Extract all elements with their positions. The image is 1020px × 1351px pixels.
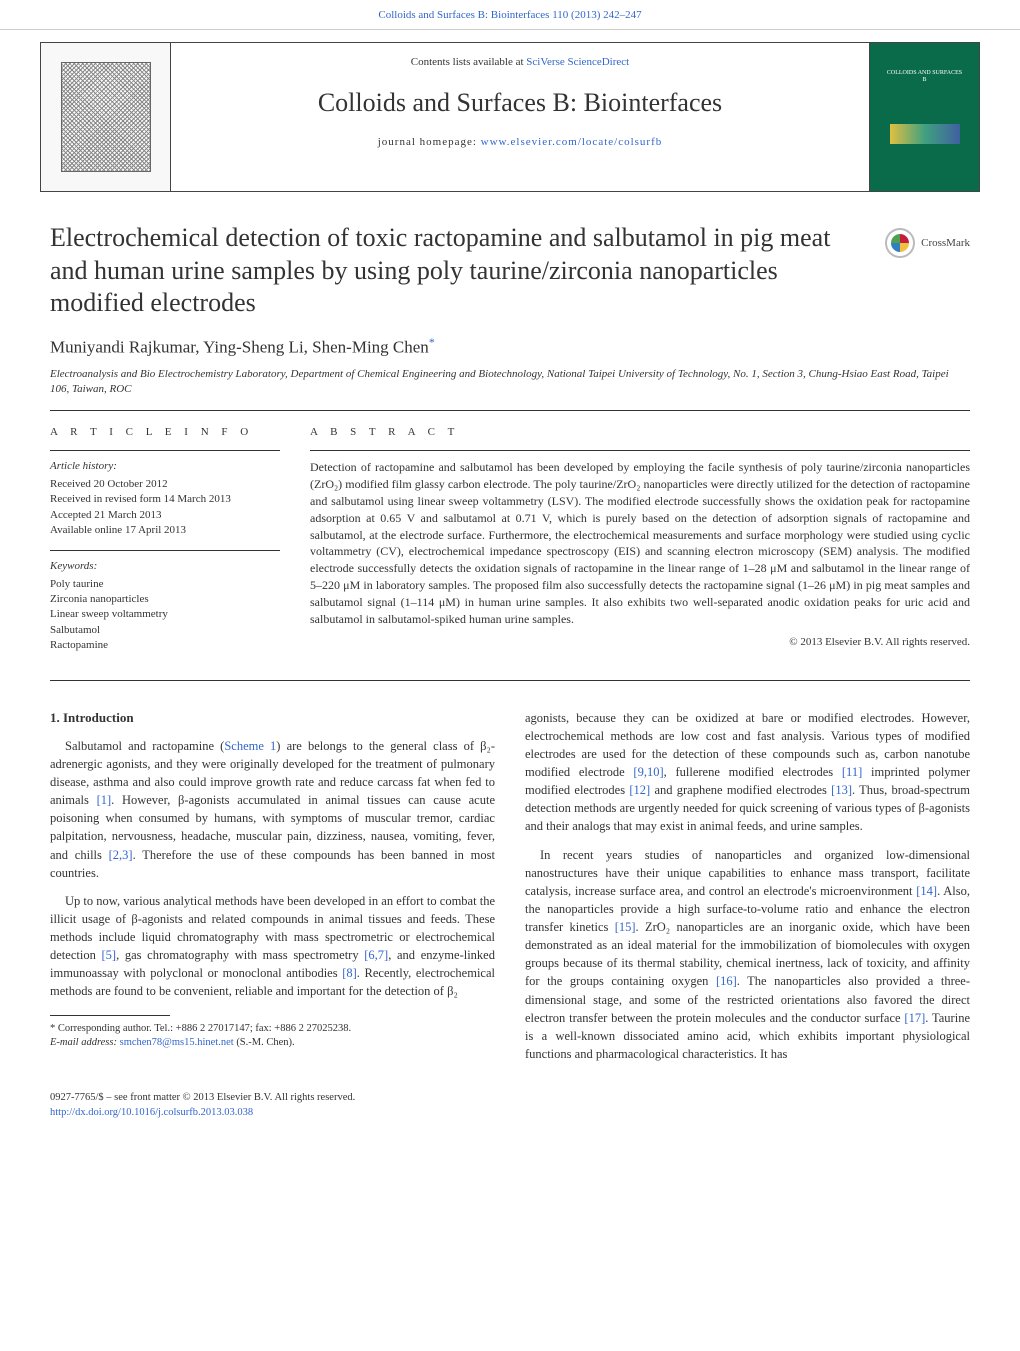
body-paragraph: In recent years studies of nanoparticles…	[525, 846, 970, 1064]
abstract-column: a b s t r a c t Detection of ractopamine…	[310, 425, 970, 666]
corresponding-author-footnote: * Corresponding author. Tel.: +886 2 270…	[50, 1022, 495, 1051]
footer-block: 0927-7765/$ – see front matter © 2013 El…	[50, 1091, 970, 1120]
history-heading: Article history:	[50, 459, 280, 474]
ref-link[interactable]: [17]	[904, 1011, 925, 1025]
history-online: Available online 17 April 2013	[50, 523, 280, 538]
corr-email-link[interactable]: smchen78@ms15.hinet.net	[120, 1037, 234, 1048]
journal-citation-link[interactable]: Colloids and Surfaces B: Biointerfaces 1…	[378, 9, 641, 21]
corr-email-line: E-mail address: smchen78@ms15.hinet.net …	[50, 1036, 495, 1051]
publisher-logo-cell	[41, 43, 171, 191]
author-list: Muniyandi Rajkumar, Ying-Sheng Li, Shen-…	[50, 334, 970, 359]
ref-link[interactable]: [11]	[842, 765, 862, 779]
crossmark-icon	[885, 228, 915, 258]
ref-link[interactable]: [2,3]	[109, 848, 133, 862]
journal-cover-thumb: COLLOIDS AND SURFACES B	[885, 62, 965, 172]
journal-cover-cell: COLLOIDS AND SURFACES B	[869, 43, 979, 191]
ref-link[interactable]: [14]	[916, 884, 937, 898]
journal-name: Colloids and Surfaces B: Biointerfaces	[181, 85, 859, 121]
ref-link[interactable]: [1]	[97, 793, 112, 807]
footnote-separator	[50, 1015, 170, 1016]
abstract-divider	[310, 450, 970, 451]
ref-link[interactable]: [16]	[716, 974, 737, 988]
ref-link[interactable]: [8]	[342, 966, 357, 980]
history-revised: Received in revised form 14 March 2013	[50, 492, 280, 507]
ref-link[interactable]: [15]	[615, 920, 636, 934]
keywords-heading: Keywords:	[50, 559, 280, 574]
author-names: Muniyandi Rajkumar, Ying-Sheng Li, Shen-…	[50, 338, 429, 357]
article-info-heading: a r t i c l e i n f o	[50, 425, 280, 440]
cover-stripe-graphic	[890, 124, 960, 144]
divider-bottom	[50, 680, 970, 681]
corresponding-author-mark[interactable]: *	[429, 335, 435, 349]
crossmark-label: CrossMark	[921, 236, 970, 251]
keywords-block: Keywords: Poly taurine Zirconia nanopart…	[50, 559, 280, 653]
history-received: Received 20 October 2012	[50, 477, 280, 492]
body-right-column: agonists, because they can be oxidized a…	[525, 709, 970, 1073]
author-affiliation: Electroanalysis and Bio Electrochemistry…	[50, 367, 970, 396]
doi-link[interactable]: http://dx.doi.org/10.1016/j.colsurfb.201…	[50, 1107, 253, 1118]
ref-link[interactable]: [12]	[629, 783, 650, 797]
email-label: E-mail address:	[50, 1037, 120, 1048]
sciencedirect-link[interactable]: SciVerse ScienceDirect	[526, 56, 629, 68]
article-title: Electrochemical detection of toxic racto…	[50, 222, 885, 320]
keyword-item: Ractopamine	[50, 638, 280, 653]
cover-title-text: COLLOIDS AND SURFACES B	[885, 70, 965, 83]
section-1-heading: 1. Introduction	[50, 709, 495, 727]
info-abstract-row: a r t i c l e i n f o Article history: R…	[50, 425, 970, 666]
body-two-column: 1. Introduction Salbutamol and ractopami…	[50, 709, 970, 1073]
ref-link[interactable]: [5]	[101, 948, 116, 962]
article-info-column: a r t i c l e i n f o Article history: R…	[50, 425, 280, 666]
body-paragraph: agonists, because they can be oxidized a…	[525, 709, 970, 836]
contents-prefix: Contents lists available at	[411, 56, 526, 68]
scheme-link[interactable]: Scheme 1	[224, 739, 276, 753]
divider-top	[50, 410, 970, 411]
journal-masthead: Contents lists available at SciVerse Sci…	[40, 42, 980, 192]
body-paragraph: Salbutamol and ractopamine (Scheme 1) ar…	[50, 737, 495, 882]
ref-link[interactable]: [6,7]	[364, 948, 388, 962]
body-paragraph: Up to now, various analytical methods ha…	[50, 892, 495, 1001]
corr-contact-line: * Corresponding author. Tel.: +886 2 270…	[50, 1022, 495, 1037]
keyword-item: Zirconia nanoparticles	[50, 592, 280, 607]
article-history-block: Article history: Received 20 October 201…	[50, 459, 280, 538]
title-row: Electrochemical detection of toxic racto…	[50, 222, 970, 320]
keyword-item: Poly taurine	[50, 577, 280, 592]
history-accepted: Accepted 21 March 2013	[50, 508, 280, 523]
contents-available-line: Contents lists available at SciVerse Sci…	[181, 55, 859, 70]
journal-homepage-line: journal homepage: www.elsevier.com/locat…	[181, 135, 859, 150]
abstract-heading: a b s t r a c t	[310, 425, 970, 440]
ref-link[interactable]: [13]	[831, 783, 852, 797]
journal-citation-bar: Colloids and Surfaces B: Biointerfaces 1…	[0, 0, 1020, 30]
abstract-text: Detection of ractopamine and salbutamol …	[310, 459, 970, 627]
info-divider-1	[50, 450, 280, 451]
body-left-column: 1. Introduction Salbutamol and ractopami…	[50, 709, 495, 1073]
journal-homepage-link[interactable]: www.elsevier.com/locate/colsurfb	[481, 136, 663, 148]
keyword-item: Salbutamol	[50, 623, 280, 638]
info-divider-2	[50, 550, 280, 551]
keyword-item: Linear sweep voltammetry	[50, 607, 280, 622]
ref-link[interactable]: [9,10]	[633, 765, 663, 779]
issn-copyright-line: 0927-7765/$ – see front matter © 2013 El…	[50, 1091, 970, 1106]
masthead-center: Contents lists available at SciVerse Sci…	[171, 43, 869, 191]
elsevier-logo	[61, 62, 151, 172]
email-suffix: (S.-M. Chen).	[234, 1037, 295, 1048]
abstract-copyright: © 2013 Elsevier B.V. All rights reserved…	[310, 635, 970, 650]
crossmark-widget[interactable]: CrossMark	[885, 228, 970, 258]
homepage-prefix: journal homepage:	[378, 136, 481, 148]
